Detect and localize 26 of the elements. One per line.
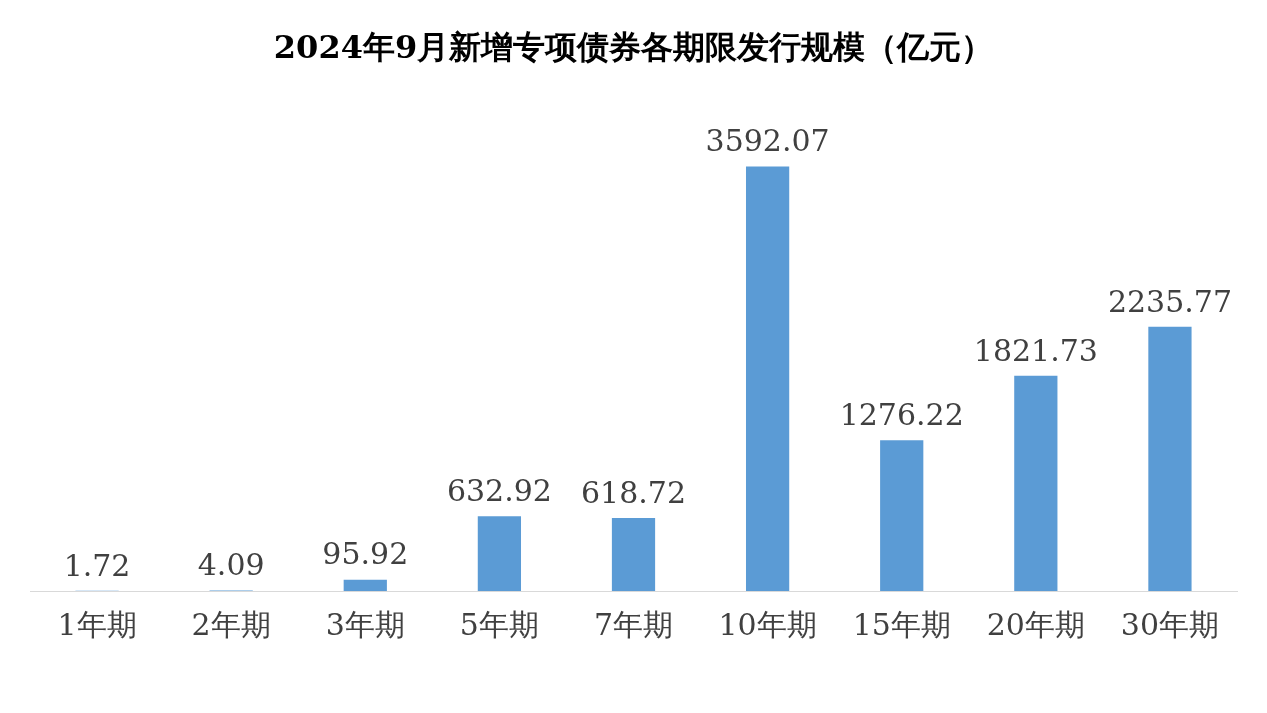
bar	[1148, 326, 1192, 591]
data-label: 1276.22	[839, 397, 964, 433]
x-tick-label: 3年期	[325, 606, 405, 642]
x-tick-label: 10年期	[718, 606, 817, 642]
x-tick-label: 2年期	[191, 606, 271, 642]
bar	[343, 579, 387, 591]
x-tick-label: 20年期	[986, 606, 1085, 642]
x-tick-label: 7年期	[593, 606, 674, 642]
data-label: 618.72	[581, 474, 686, 510]
bar	[611, 517, 656, 591]
chart-title: 2024年9月新增专项债券各期限发行规模（亿元）	[273, 27, 994, 66]
x-tick-label: 30年期	[1120, 606, 1220, 642]
bar	[1014, 375, 1058, 591]
x-tick-label: 15年期	[852, 606, 951, 642]
bar	[745, 166, 790, 591]
bar	[477, 516, 522, 591]
x-tick-label: 1年期	[57, 606, 137, 642]
x-tick-label: 5年期	[459, 606, 539, 642]
bar	[880, 440, 924, 591]
data-label: 3592.07	[705, 123, 830, 159]
data-label: 1821.73	[973, 332, 1098, 368]
data-label: 2235.77	[1107, 283, 1232, 319]
data-label: 4.09	[197, 547, 265, 583]
data-label: 632.92	[446, 473, 552, 509]
data-label: 1.72	[63, 547, 131, 583]
data-label: 95.92	[322, 536, 409, 572]
